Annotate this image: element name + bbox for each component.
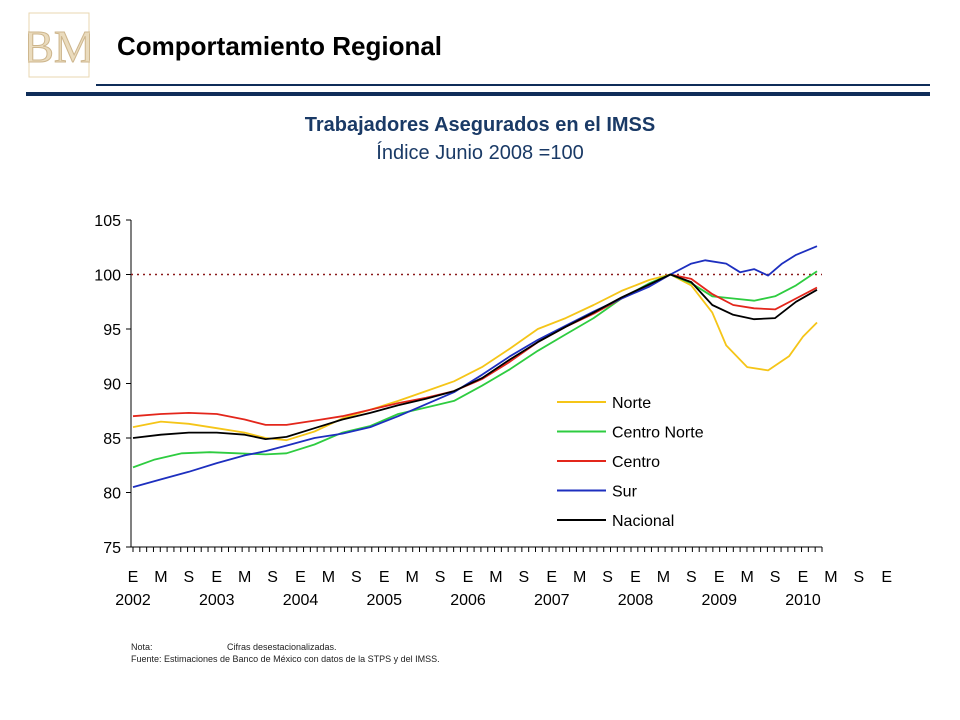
x-month-label: S bbox=[435, 569, 446, 586]
x-month-label: S bbox=[183, 569, 194, 586]
legend-label: Centro bbox=[612, 454, 660, 471]
x-month-label: M bbox=[154, 569, 167, 586]
banxico-logo: BM bbox=[28, 12, 90, 78]
x-month-label: E bbox=[128, 569, 139, 586]
x-year-label: 2006 bbox=[450, 592, 486, 609]
x-month-label: E bbox=[211, 569, 222, 586]
x-month-label: E bbox=[463, 569, 474, 586]
x-year-label: 2009 bbox=[701, 592, 737, 609]
x-month-label: E bbox=[630, 569, 641, 586]
x-month-label: M bbox=[657, 569, 670, 586]
x-year-label: 2004 bbox=[283, 592, 319, 609]
x-month-label: E bbox=[379, 569, 390, 586]
chart-title: Trabajadores Asegurados en el IMSS bbox=[304, 114, 656, 136]
svg-text:BM: BM bbox=[28, 21, 90, 72]
y-tick-label: 105 bbox=[94, 213, 121, 230]
chart-subtitle: Índice Junio 2008 =100 bbox=[376, 142, 584, 164]
x-year-label: 2010 bbox=[785, 592, 821, 609]
x-year-label: 2005 bbox=[366, 592, 402, 609]
x-month-label: M bbox=[406, 569, 419, 586]
x-month-label: M bbox=[322, 569, 335, 586]
x-year-label: 2003 bbox=[199, 592, 235, 609]
y-tick-label: 90 bbox=[103, 377, 121, 394]
y-tick-label: 85 bbox=[103, 431, 121, 448]
note-text: Cifras desestacionalizadas. bbox=[227, 642, 337, 652]
y-tick-label: 95 bbox=[103, 322, 121, 339]
x-month-label: S bbox=[770, 569, 781, 586]
y-tick-label: 100 bbox=[94, 268, 121, 285]
x-month-label: S bbox=[518, 569, 529, 586]
x-month-label: E bbox=[295, 569, 306, 586]
x-month-label: M bbox=[741, 569, 754, 586]
legend-label: Norte bbox=[612, 395, 651, 412]
series-line-norte bbox=[132, 273, 818, 442]
x-month-label: M bbox=[824, 569, 837, 586]
x-month-label: M bbox=[238, 569, 251, 586]
series-line-nacional bbox=[132, 273, 818, 440]
x-year-label: 2008 bbox=[618, 592, 654, 609]
x-month-label: S bbox=[267, 569, 278, 586]
x-month-label: S bbox=[853, 569, 864, 586]
series-line-centro bbox=[132, 273, 818, 426]
footnotes: Nota: Cifras desestacionalizadas. Fuente:… bbox=[131, 641, 440, 665]
source-line: Fuente: Estimaciones de Banco de México … bbox=[131, 654, 440, 664]
x-month-label: S bbox=[351, 569, 362, 586]
x-month-label: S bbox=[602, 569, 613, 586]
legend-label: Sur bbox=[612, 484, 638, 501]
legend-label: Nacional bbox=[612, 513, 674, 530]
x-month-label: E bbox=[714, 569, 725, 586]
y-tick-label: 75 bbox=[103, 540, 121, 557]
x-year-label: 2007 bbox=[534, 592, 570, 609]
series-line-centro-norte bbox=[132, 270, 818, 469]
y-tick-label: 80 bbox=[103, 486, 121, 503]
x-month-label: E bbox=[881, 569, 892, 586]
note-label: Nota: bbox=[131, 642, 153, 652]
x-month-label: M bbox=[489, 569, 502, 586]
x-month-label: M bbox=[573, 569, 586, 586]
header-rule bbox=[26, 92, 930, 96]
legend-label: Centro Norte bbox=[612, 425, 704, 442]
x-month-label: E bbox=[546, 569, 557, 586]
note-line: Nota: Cifras desestacionalizadas. bbox=[131, 641, 440, 653]
x-month-label: E bbox=[798, 569, 809, 586]
page-title: Comportamiento Regional bbox=[117, 31, 443, 61]
header-rule-thin bbox=[96, 84, 930, 86]
x-year-label: 2002 bbox=[115, 592, 151, 609]
series-line-sur bbox=[132, 245, 818, 488]
x-month-label: S bbox=[686, 569, 697, 586]
